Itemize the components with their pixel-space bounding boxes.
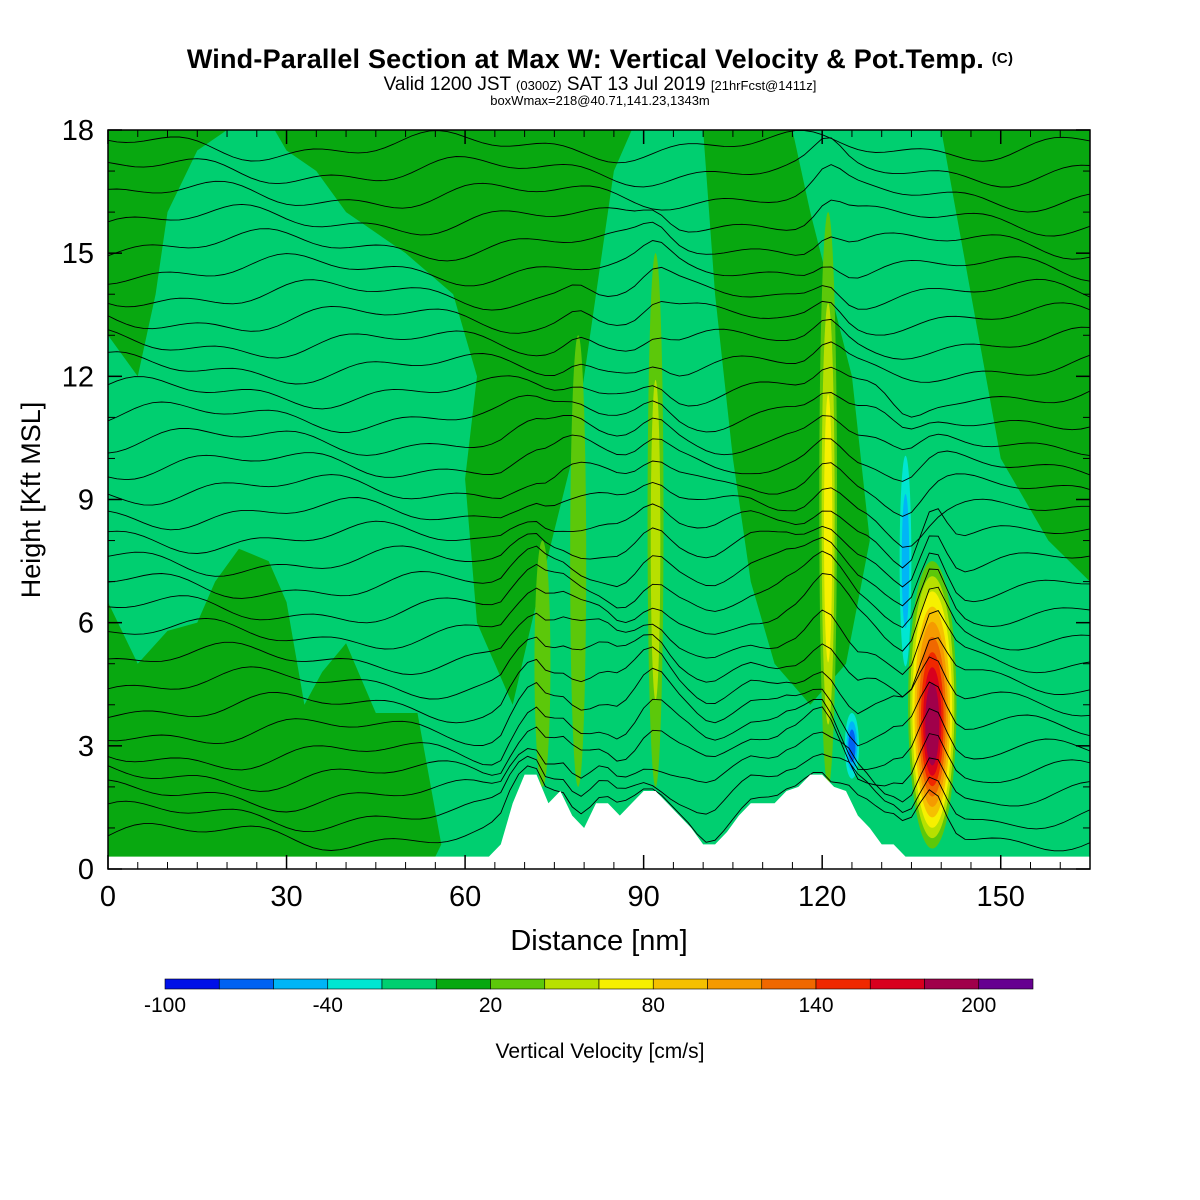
colorbar-swatch: [978, 978, 1034, 990]
isentrope-line: [108, 164, 1090, 213]
terrain: [108, 774, 1090, 869]
y-tick-label: 18: [62, 115, 94, 147]
isentrope-line: [108, 366, 1090, 418]
colorbar-swatch: [924, 978, 980, 990]
isentrope-line: [108, 240, 1090, 287]
isentrope-line: [108, 698, 1090, 771]
isentrope-line: [108, 550, 1090, 629]
isentrope-line: [108, 765, 1090, 852]
updraft-core: [534, 540, 551, 787]
x-tick-label: 120: [798, 881, 846, 913]
weak-updraft-region: [108, 548, 442, 869]
isentrope-line: [108, 482, 1090, 548]
colorbar-tick-label: 80: [642, 994, 665, 1017]
x-axis-label: Distance [nm]: [510, 925, 687, 957]
colorbar-swatch: [815, 978, 871, 990]
colorbar-swatch: [381, 978, 437, 990]
isentrope-line: [108, 536, 1090, 607]
chart-title: Wind-Parallel Section at Max W: Vertical…: [186, 44, 1014, 74]
copyright-mark: (C): [991, 50, 1014, 67]
terrain-profile: [108, 774, 1090, 869]
chart-valid-time: Valid 1200 JST (0300Z) SAT 13 Jul 2019 […: [383, 74, 817, 95]
isentrope-line: [108, 667, 1090, 747]
colorbar-swatch: [598, 978, 654, 990]
isentrope-line: [108, 634, 1090, 700]
colorbar-tick-label: -100: [144, 994, 186, 1017]
isentrope-line: [108, 300, 1090, 336]
isentrope-line: [108, 266, 1090, 311]
downdraft-core: [848, 729, 856, 763]
y-tick-label: 9: [78, 485, 94, 517]
colorbar-tick-label: 140: [798, 994, 833, 1017]
isentrope-line: [108, 503, 1090, 569]
colorbar-swatch: [435, 978, 491, 990]
colorbar-swatch: [707, 978, 763, 990]
isentrope-line: [108, 318, 1090, 360]
x-tick-label: 150: [977, 881, 1025, 913]
colorbar-swatch: [164, 978, 220, 990]
y-tick-label: 0: [78, 854, 94, 886]
chart-box-info: boxWmax=218@40.71,141.23,1343m: [490, 93, 710, 108]
x-tick-label: 90: [628, 881, 660, 913]
colorbar-swatch: [869, 978, 925, 990]
colorbar: -100 -40 20 80 140 200: [144, 978, 1034, 1017]
isentrope-line: [108, 460, 1090, 517]
downdraft-core: [901, 494, 910, 629]
isentrope-line: [108, 199, 1090, 237]
weak-updraft-region: [941, 130, 1090, 582]
isentrope-line: [108, 525, 1090, 588]
isentrope-line: [108, 731, 1090, 813]
colorbar-swatch: [652, 978, 708, 990]
colorbar-tick-label: -40: [313, 994, 343, 1017]
isentrope-line: [108, 646, 1090, 724]
x-axis: 0 30 60 90 120 150: [100, 130, 1061, 913]
isentrope-line: [108, 221, 1090, 262]
updraft-core: [570, 335, 587, 787]
isentrope-line: [108, 137, 1090, 188]
x-tick-label: 30: [270, 881, 302, 913]
vertical-velocity-field: [108, 130, 1090, 869]
colorbar-label: Vertical Velocity [cm/s]: [496, 1040, 705, 1063]
colorbar-tick-label: 200: [961, 994, 996, 1017]
isentrope-line: [108, 415, 1090, 457]
colorbar-tick-label: 20: [479, 994, 502, 1017]
isentrope-line: [108, 753, 1090, 833]
x-tick-label: 60: [449, 881, 481, 913]
y-tick-label: 12: [62, 361, 94, 393]
updraft-core: [925, 682, 940, 766]
colorbar-swatch: [327, 978, 383, 990]
updraft-core: [650, 379, 661, 701]
colorbar-swatch: [490, 978, 546, 990]
isentrope-line: [108, 609, 1090, 676]
isentrope-line: [108, 706, 1090, 792]
potential-temperature-contours: [108, 130, 1090, 852]
colorbar-swatch: [218, 978, 274, 990]
y-tick-label: 6: [78, 608, 94, 640]
y-axis-label: Height [Kft MSL]: [16, 402, 46, 599]
isentrope-line: [108, 130, 1090, 164]
y-tick-label: 3: [78, 731, 94, 763]
y-axis: 0 3 6 9 12 15 18: [62, 115, 1090, 886]
colorbar-swatch: [761, 978, 817, 990]
isentrope-line: [108, 341, 1090, 385]
y-tick-label: 15: [62, 238, 94, 270]
isentrope-line: [108, 573, 1090, 652]
colorbar-swatch: [544, 978, 600, 990]
isentrope-line: [108, 392, 1090, 433]
x-tick-label: 0: [100, 881, 116, 913]
colorbar-swatch: [273, 978, 329, 990]
isentrope-line: [108, 434, 1090, 482]
